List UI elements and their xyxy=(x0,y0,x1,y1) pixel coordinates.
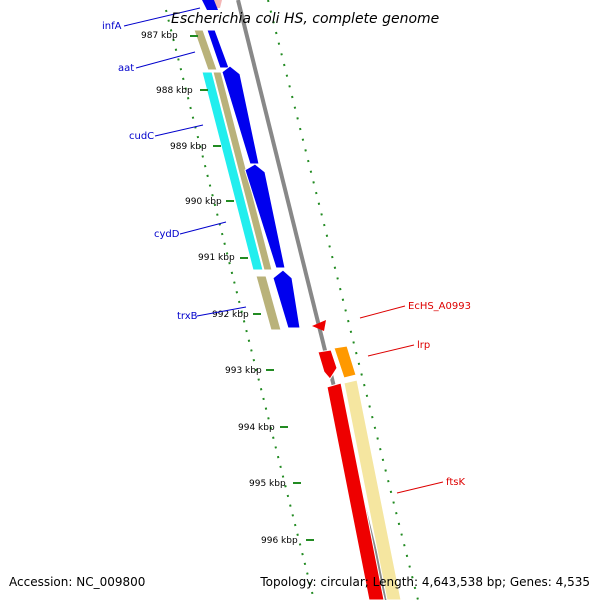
EcHS_A0993-marker xyxy=(312,320,326,331)
gene-label-aat[interactable]: aat xyxy=(118,63,134,74)
cudC-cds-arrow xyxy=(221,65,260,165)
aat-gene-block xyxy=(193,29,218,71)
trxB-gene-block xyxy=(255,275,282,331)
gene-label-ftsK[interactable]: ftsK xyxy=(446,477,465,488)
gene-label-cydD[interactable]: cydD xyxy=(154,229,180,240)
lrp-orange-feature xyxy=(333,345,357,379)
gene-label-trxB[interactable]: trxB xyxy=(177,311,198,322)
trxB-cds-arrow xyxy=(272,269,301,329)
kbp-label: 990 kbp xyxy=(185,197,222,207)
cudC-cyan-feature xyxy=(201,71,264,271)
kbp-label: 987 kbp xyxy=(141,31,178,41)
gene-label-EcHS_A0993[interactable]: EcHS_A0993 xyxy=(408,301,471,312)
genome-title: Escherichia coli HS, complete genome xyxy=(171,11,439,27)
accession-text: Accession: NC_009800 xyxy=(9,575,145,589)
forward-gene-leaders xyxy=(359,305,444,494)
kbp-tick-marks xyxy=(190,35,314,541)
outer-tick-track-left xyxy=(165,9,315,600)
kbp-label: 989 kbp xyxy=(170,142,207,152)
gene-label-cudC[interactable]: cudC xyxy=(129,131,154,142)
kbp-label: 993 kbp xyxy=(225,366,262,376)
kbp-label: 996 kbp xyxy=(261,536,298,546)
lrp-cds-arrow xyxy=(317,349,338,380)
kbp-label: 994 kbp xyxy=(238,423,275,433)
kbp-label: 991 kbp xyxy=(198,253,235,263)
inner-tick-track-right xyxy=(267,0,419,600)
ftsK-cds-arrow xyxy=(326,382,385,600)
gene-label-lrp[interactable]: lrp xyxy=(417,340,430,351)
kbp-label: 992 kbp xyxy=(212,310,249,320)
kbp-label: 988 kbp xyxy=(156,86,193,96)
genome-summary-text: Topology: circular; Length: 4,643,538 bp… xyxy=(259,575,590,589)
reverse-gene-leaders xyxy=(123,7,247,317)
infA-cds-arrow xyxy=(202,0,218,10)
cydD-cds-arrow xyxy=(244,163,286,269)
kbp-label: 995 kbp xyxy=(249,479,286,489)
ftsK-gene-block xyxy=(343,379,402,600)
cydD-gene-block xyxy=(212,71,273,271)
gene-label-infA[interactable]: infA xyxy=(102,21,122,32)
